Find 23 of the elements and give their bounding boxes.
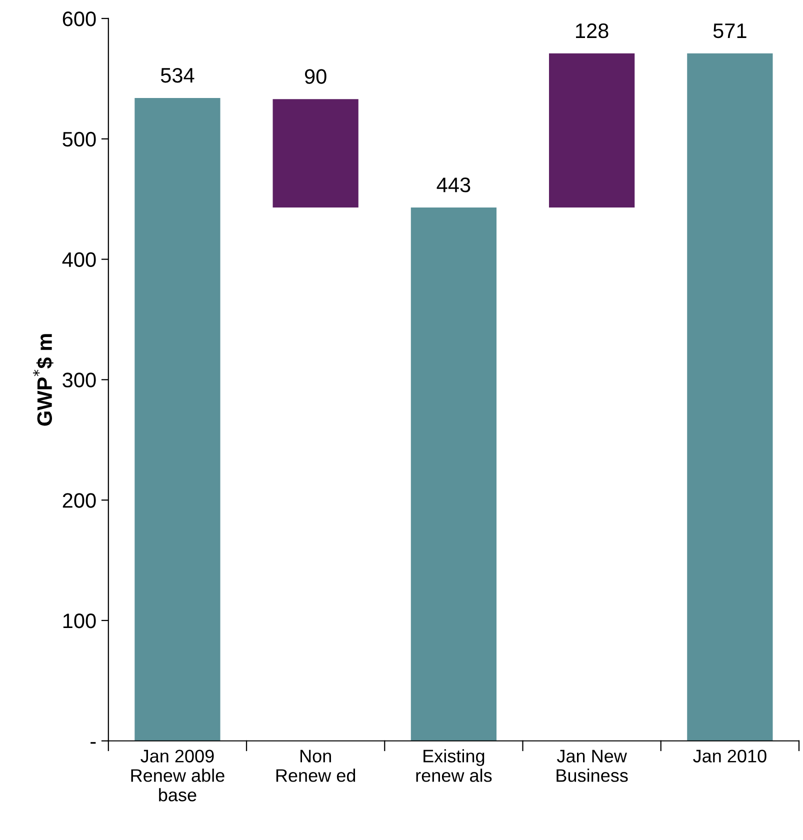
- bar: [134, 98, 220, 741]
- y-tick-label: 200: [62, 493, 96, 508]
- bar: [410, 208, 497, 741]
- x-tick-label: Jan 2009 Renew able base: [131, 750, 224, 802]
- y-tick-label: 100: [63, 613, 96, 628]
- x-tick-label: Jan 2010: [693, 750, 766, 762]
- bar: [548, 53, 635, 208]
- y-axis-title: GWP$^{*}$$ m: [33, 334, 54, 426]
- y-tick-label: 500: [62, 132, 96, 147]
- bar: [272, 99, 358, 208]
- y-tick-label: 400: [62, 252, 96, 268]
- y-tick-label: 600: [62, 11, 96, 26]
- bar: [687, 53, 773, 741]
- data-label: 90: [304, 69, 326, 84]
- x-tick-label: Non Renew ed: [276, 750, 356, 782]
- x-tick-label: Existing renew als: [416, 749, 492, 782]
- data-label: 128: [576, 23, 608, 38]
- data-label: 443: [436, 178, 470, 192]
- data-label: 534: [160, 68, 194, 83]
- data-label: 571: [713, 24, 746, 38]
- x-tick-label: Jan New Business: [556, 750, 628, 782]
- y-tick-label: -: [90, 742, 96, 744]
- y-tick-label: 300: [62, 372, 96, 388]
